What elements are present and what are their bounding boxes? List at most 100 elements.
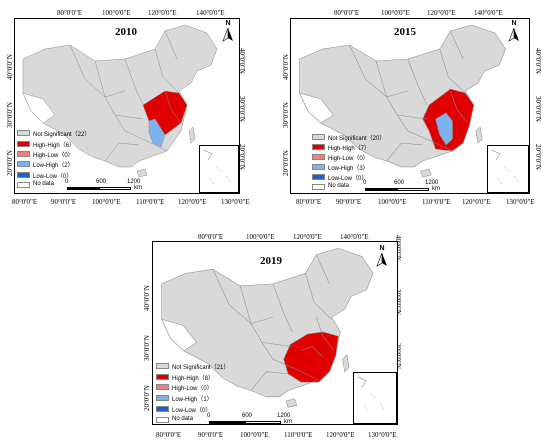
left-tick: 40°0'0"N — [282, 54, 290, 80]
legend-swatch — [156, 374, 169, 380]
top-tick: 100°0'0"E — [246, 233, 275, 241]
scale-tick: 0 — [207, 413, 211, 419]
scale-segment — [209, 421, 245, 424]
south-china-sea-inset — [199, 145, 239, 193]
left-tick: 20°0'0"N — [6, 150, 14, 176]
scale-segment — [67, 187, 99, 190]
legend-label: No data — [33, 181, 55, 187]
map-frame — [290, 18, 530, 194]
scale-unit: km — [134, 185, 142, 191]
inset-islands — [357, 376, 385, 412]
bottom-tick: 110°0'0"E — [136, 198, 165, 206]
scale-segment — [245, 421, 281, 424]
china-map — [299, 24, 506, 178]
bottom-tick: 130°0'0"E — [506, 198, 535, 206]
bottom-tick: 80°0'0"E — [156, 431, 182, 439]
legend-label: High-Low（0） — [172, 386, 213, 392]
top-tick: 80°0'0"E — [198, 233, 224, 241]
province-boundaries — [212, 254, 335, 391]
map-year: 2010 — [115, 26, 137, 38]
bottom-tick: 130°0'0"E — [368, 431, 397, 439]
scale-tick: 600 — [96, 179, 107, 185]
island-hainan — [285, 398, 298, 408]
north-arrow-icon — [222, 28, 233, 42]
map-year: 2015 — [394, 26, 416, 38]
legend-swatch — [312, 164, 325, 170]
legend-label: High-High（7） — [328, 146, 371, 152]
china-map — [161, 248, 374, 408]
province-boundaries — [69, 30, 182, 162]
right-tick: 30°0'0"N — [534, 96, 542, 122]
bottom-tick: 110°0'0"E — [422, 198, 451, 206]
legend-swatch — [17, 130, 30, 136]
inset-islands — [203, 149, 231, 185]
top-tick: 100°0'0"E — [102, 9, 131, 17]
island-hainan — [420, 168, 432, 178]
map-frame — [152, 241, 398, 425]
legend-label: Low-Low（0） — [328, 176, 368, 182]
scale-segment — [99, 187, 131, 190]
scale-segment — [365, 188, 397, 191]
top-tick: 140°0'0"E — [196, 9, 225, 17]
bottom-tick: 100°0'0"E — [92, 198, 121, 206]
legend-swatch — [312, 144, 325, 150]
legend-swatch — [312, 134, 325, 140]
legend-label: No data — [172, 416, 194, 422]
left-tick: 40°0'0"N — [6, 54, 14, 80]
scale-tick: 600 — [242, 413, 253, 419]
left-tick: 40°0'0"N — [143, 285, 151, 311]
legend-swatch — [17, 151, 30, 157]
legend-label: Low-High（2） — [33, 163, 74, 169]
map-legend: Not Significant（21） High-High（8） High-Lo… — [156, 363, 256, 423]
island-taiwan — [475, 126, 483, 144]
north-arrow-icon — [376, 253, 387, 267]
left-tick: 30°0'0"N — [282, 102, 290, 128]
map-panel-2019: 80°0'0"E 100°0'0"E 120°0'0"E 140°0'0"E 4… — [140, 225, 415, 443]
scale-tick: 0 — [65, 179, 69, 185]
legend-label: High-Low（0） — [33, 153, 74, 159]
scale-tick: 0 — [363, 180, 367, 186]
inset-islands — [491, 149, 519, 185]
bottom-tick: 80°0'0"E — [12, 198, 38, 206]
north-label: N — [511, 20, 517, 27]
right-tick: 40°0'0"N — [534, 48, 542, 74]
legend-label: Not Significant（20） — [328, 136, 386, 142]
north-arrow: N — [376, 245, 388, 267]
china-map — [22, 24, 218, 178]
scale-unit: km — [432, 186, 440, 192]
map-year: 2019 — [260, 255, 282, 267]
bottom-tick: 120°0'0"E — [178, 198, 207, 206]
legend-swatch — [17, 182, 30, 188]
legend-label: Low-High（3） — [328, 166, 369, 172]
legend-swatch — [156, 384, 169, 390]
top-tick: 100°0'0"E — [381, 9, 410, 17]
legend-swatch — [17, 141, 30, 147]
north-arrow-icon — [508, 28, 519, 42]
legend-swatch — [312, 174, 325, 180]
island-hainan — [136, 168, 148, 178]
legend-label: Not Significant（21） — [172, 365, 230, 371]
cluster-low-high — [148, 118, 166, 148]
legend-label: Not Significant（22） — [33, 132, 91, 138]
bottom-tick: 120°0'0"E — [326, 431, 355, 439]
legend-swatch — [17, 161, 30, 167]
north-label: N — [379, 245, 385, 252]
map-panel-2010: 80°0'0"E 100°0'0"E 120°0'0"E 140°0'0"E 4… — [0, 0, 275, 210]
bottom-tick: 90°0'0"E — [198, 431, 224, 439]
legend-label: No data — [328, 183, 350, 189]
legend-swatch — [156, 395, 169, 401]
top-tick: 80°0'0"E — [334, 9, 360, 17]
bottom-tick: 120°0'0"E — [462, 198, 491, 206]
top-tick: 80°0'0"E — [57, 9, 83, 17]
bottom-tick: 90°0'0"E — [51, 198, 77, 206]
bottom-tick: 80°0'0"E — [296, 198, 322, 206]
bottom-tick: 90°0'0"E — [336, 198, 362, 206]
map-legend: Not Significant（20） High-High（7） High-Lo… — [312, 134, 412, 194]
left-tick: 30°0'0"N — [143, 335, 151, 361]
legend-swatch — [17, 172, 30, 178]
legend-swatch — [312, 154, 325, 160]
top-tick: 120°0'0"E — [427, 9, 456, 17]
legend-label: High-High（6） — [33, 143, 76, 149]
province-boundaries — [349, 30, 468, 162]
region-no-data — [161, 318, 197, 352]
